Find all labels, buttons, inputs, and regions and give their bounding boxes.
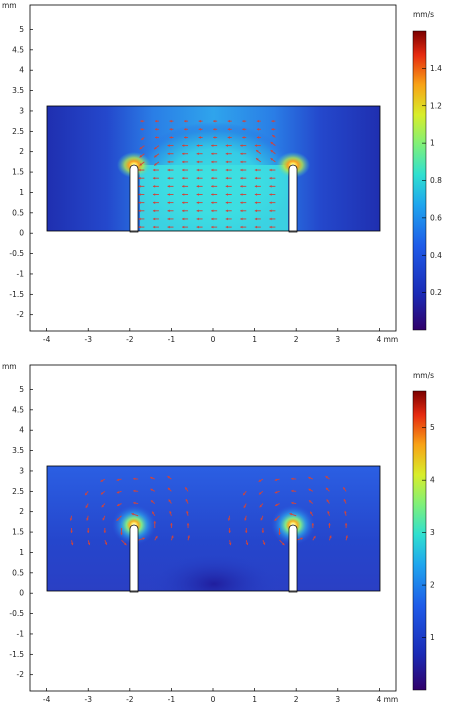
plot-2-colorbar-tick-label: 2 [430, 581, 435, 590]
plot-2-colorbar: mm/s 1 2 3 4 5 [413, 371, 435, 690]
plot-2-ytick-label: 2.5 [12, 487, 24, 496]
plot-1-xtick-label: -4 [43, 335, 51, 344]
plot-2-ytick-label: 3 [19, 466, 24, 475]
plot-1-ytick-label: 4 [19, 66, 24, 75]
plot-1-colorbar-tick-label: 0.2 [430, 288, 442, 297]
plot-1-field [47, 106, 380, 232]
plot-2-ytick-label: -1.5 [9, 650, 24, 659]
plot-2-ytick-label: 4.5 [12, 405, 24, 414]
plot-1-colorbar-tick-label: 1.2 [430, 101, 442, 110]
plot-2-xtick-label: 1 [252, 695, 257, 704]
plot-1-ytick-label: 5 [19, 25, 24, 34]
plot-2-xtick-label: -4 [43, 695, 51, 704]
plot-1-slit-left [130, 165, 138, 232]
plot-1-ytick-label: -2 [17, 310, 25, 319]
plot-1-xtick-label: -1 [168, 335, 176, 344]
plot-2-xtick-label: -3 [84, 695, 92, 704]
plot-1-ytick-label: 0 [19, 229, 24, 238]
plot-2-field [47, 466, 380, 592]
plot-1-yunit-label: mm [2, 1, 17, 10]
plot-1-colorbar-unit: mm/s [413, 10, 434, 19]
plot-1-colorbar-tick-label: 0.8 [430, 176, 442, 185]
plot-1-ytick-label: 4.5 [12, 45, 24, 54]
plot-1-xtick-label: 0 [211, 335, 216, 344]
plot-2-ytick-label: 0.5 [12, 568, 24, 577]
plot-1-ytick-label: -1 [17, 269, 25, 278]
plot-2-ytick-label: -1 [17, 629, 25, 638]
plot-2-slit-right [289, 525, 297, 592]
plot-2-bottom-dark [140, 520, 288, 591]
plot-1-slit-right [289, 165, 297, 232]
plot-1-xtick-label: -2 [126, 335, 134, 344]
plot-1: mm -4 -3 -2 -1 0 1 2 3 4 mm -2 -1.5 -1 -0.5 0 0.5 1 1.5… [2, 1, 442, 344]
plot-1-xtick-label: 2 [294, 335, 299, 344]
plot-1-xtick-label: 1 [252, 335, 257, 344]
plot-2-xtick-label: -1 [168, 695, 176, 704]
plot-1-ytick-label: 0.5 [12, 208, 24, 217]
plot-2-colorbar-tick-label: 4 [430, 476, 435, 485]
plot-2-colorbar-tick-label: 1 [430, 633, 435, 642]
plot-2-colorbar-unit: mm/s [413, 371, 434, 380]
plot-1-ytick-label: -1.5 [9, 290, 24, 299]
plot-2-ytick-label: 4 [19, 426, 24, 435]
plot-2-ytick-label: 2 [19, 507, 24, 516]
plot-2-ytick-label: 3.5 [12, 446, 24, 455]
plot-2-y-axis: -2 -1.5 -1 -0.5 0 0.5 1 1.5 2 2.5 3 3.5 4 4.5 5 [9, 385, 33, 679]
plot-2-xtick-label: 2 [294, 695, 299, 704]
plot-1-ytick-label: 1 [19, 188, 24, 197]
plot-1-ytick-label: -0.5 [9, 249, 24, 258]
plot-2-ytick-label: 0 [19, 589, 24, 598]
plot-2-yunit-label: mm [2, 362, 17, 371]
plot-2-xtick-label: 3 [335, 695, 340, 704]
plot-1-y-axis: -2 -1.5 -1 -0.5 0 0.5 1 1.5 2 2.5 3 3.5 4 4.5 5 [9, 25, 33, 319]
plot-2-ytick-label: 1 [19, 548, 24, 557]
plot-2-ytick-label: -0.5 [9, 609, 24, 618]
plot-1-xtick-label: 3 [335, 335, 340, 344]
plot-2-slit-left [130, 525, 138, 592]
plot-2-colorbar-tick-label: 5 [430, 423, 435, 432]
plot-2-colorbar-tick-label: 3 [430, 528, 435, 537]
plot-1-ytick-label: 2.5 [12, 127, 24, 136]
plot-2-ytick-label: 1.5 [12, 528, 24, 537]
plot-1-colorbar-tick-label: 0.4 [430, 251, 442, 260]
plot-2-colorbar-ramp [413, 391, 426, 690]
plot-2-ytick-label: 5 [19, 385, 24, 394]
plot-1-colorbar-tick-label: 1 [430, 139, 435, 148]
plot-1-xtick-label: 4 mm [376, 335, 398, 344]
plot-2-xtick-label: 0 [211, 695, 216, 704]
plot-1-colorbar-tick-label: 0.6 [430, 213, 442, 222]
plot-1-channel-core [140, 165, 288, 231]
plot-1-ytick-label: 3.5 [12, 86, 24, 95]
plot-2-xtick-label: 4 mm [376, 695, 398, 704]
plot-1-ytick-label: 3 [19, 106, 24, 115]
plot-1-ytick-label: 1.5 [12, 168, 24, 177]
plot-2: mm -4 -3 -2 -1 0 1 2 3 4 mm -2 -1.5 -1 -0.5 0 0.5 1 1.5… [2, 362, 435, 704]
plot-2-xtick-label: -2 [126, 695, 134, 704]
plot-1-colorbar-tick-label: 1.4 [430, 64, 442, 73]
plot-1-ytick-label: 2 [19, 147, 24, 156]
plot-1-xtick-label: -3 [84, 335, 92, 344]
plot-2-ytick-label: -2 [17, 670, 25, 679]
plot-1-colorbar: mm/s 0.2 0.4 0.6 0.8 1 1.2 1.4 [413, 10, 442, 330]
